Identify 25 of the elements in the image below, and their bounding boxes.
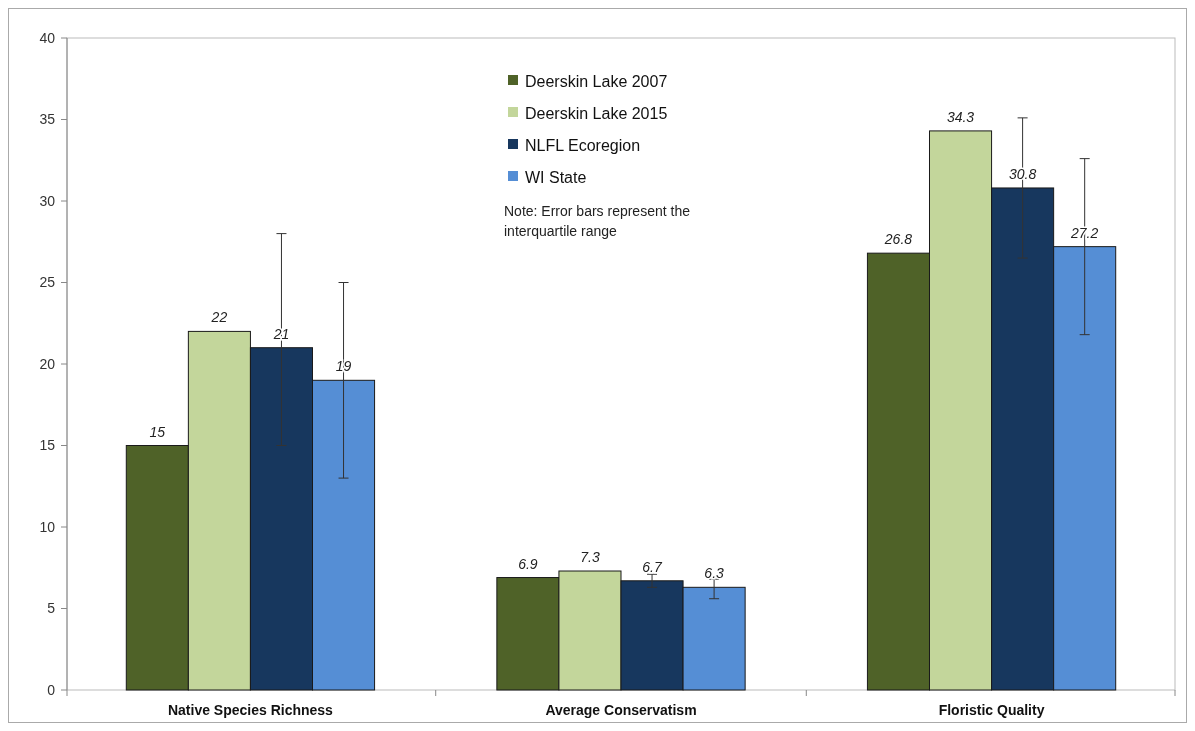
data-label: 15	[149, 423, 166, 440]
legend-label: NLFL Ecoregion	[525, 136, 641, 154]
y-tick-label: 10	[39, 518, 56, 535]
data-label: 6.9	[518, 555, 538, 572]
data-label: 6.7	[642, 558, 663, 575]
y-tick-label: 0	[47, 681, 56, 698]
data-label: 26.8	[883, 231, 913, 248]
x-tick-label: Floristic Quality	[938, 701, 1045, 718]
y-tick-label: 25	[39, 274, 56, 291]
data-label: 7.3	[580, 549, 600, 566]
y-tick-label: 15	[39, 437, 56, 454]
data-label: 34.3	[946, 108, 975, 125]
y-tick-label: 35	[39, 111, 56, 128]
y-tick-label: 20	[39, 355, 56, 372]
y-tick-label: 30	[39, 192, 56, 209]
legend-label: Deerskin Lake 2015	[525, 104, 668, 122]
y-tick-label: 5	[47, 600, 56, 617]
annotation: Note: Error bars represent the interquartile range	[504, 203, 691, 239]
legend-label: WI State	[525, 168, 587, 186]
data-label: 22	[210, 309, 228, 326]
x-tick-label: Average Conservatism	[545, 701, 697, 718]
data-label: 6.3	[704, 565, 725, 582]
legend-label: Deerskin Lake 2007	[525, 72, 668, 90]
y-tick-label: 40	[39, 29, 56, 46]
x-tick-label: Native Species Richness	[167, 701, 334, 718]
